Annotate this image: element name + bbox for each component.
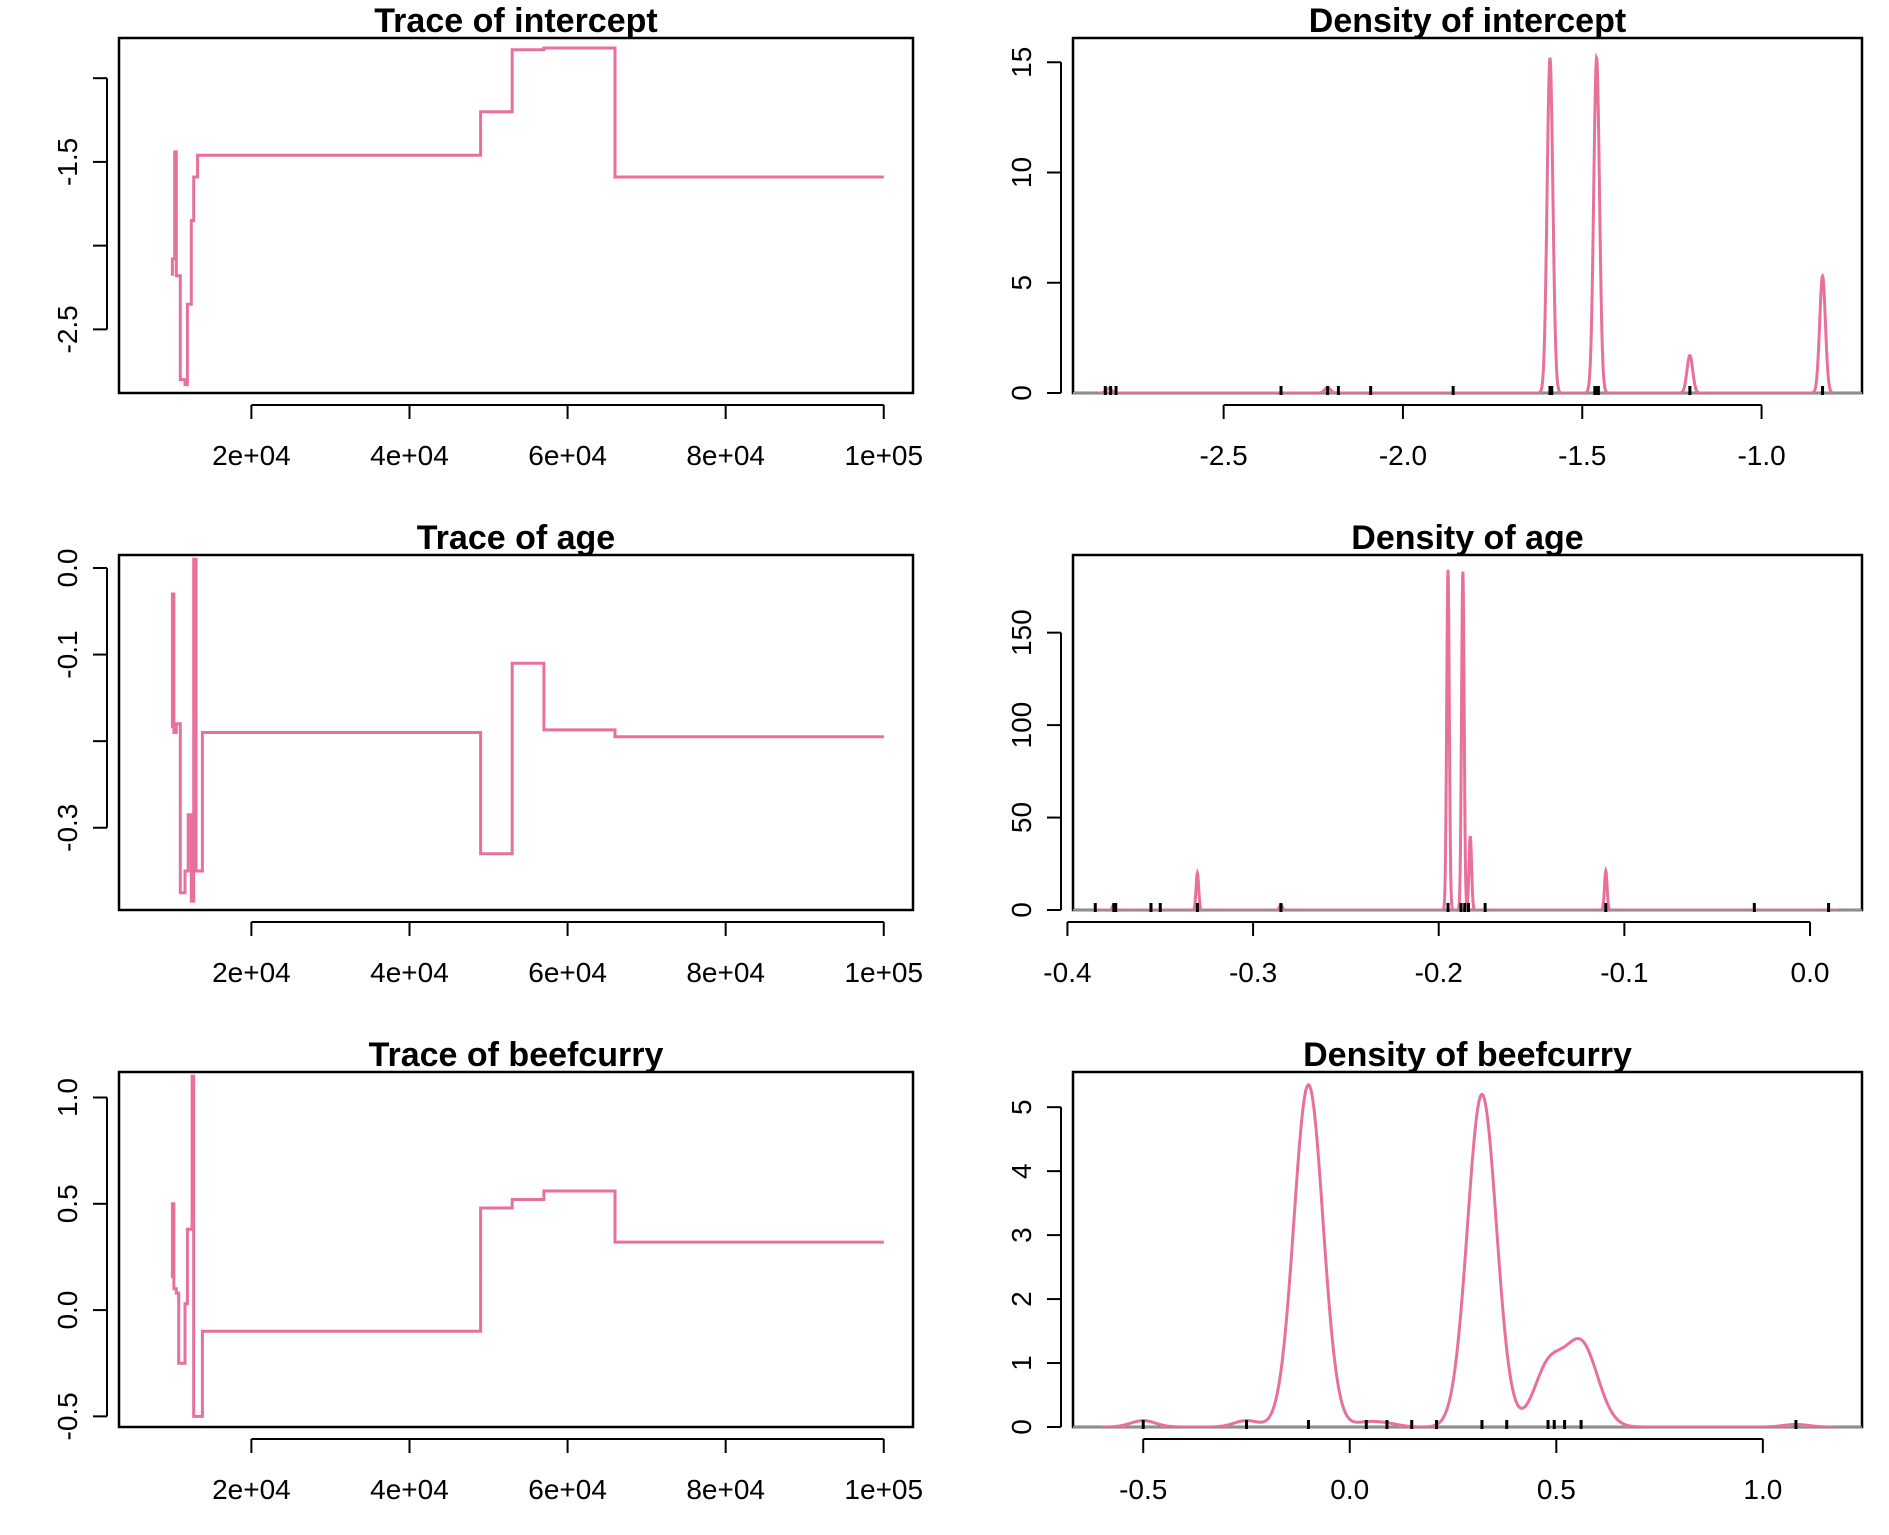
x-tick-label: 1e+05 <box>844 1474 923 1505</box>
chart-title: Trace of age <box>417 519 615 557</box>
x-tick-label: 1e+05 <box>844 440 923 471</box>
y-tick-label: 2 <box>1006 1291 1037 1307</box>
x-tick-label: 6e+04 <box>528 440 607 471</box>
y-tick-label: 3 <box>1006 1227 1037 1243</box>
y-tick-label: 0.0 <box>52 1291 83 1330</box>
y-tick-label: -0.3 <box>52 804 83 852</box>
x-tick-label: 6e+04 <box>528 957 607 988</box>
y-tick-label: -1.5 <box>52 138 83 186</box>
y-tick-label: 4 <box>1006 1163 1037 1179</box>
density-curve <box>1101 1083 1834 1427</box>
density-beefcurry-panel: Density of beefcurry -0.5 0.0 0.5 1.0 0 1 2 3 4 5 <box>1006 1036 1864 1505</box>
chart-title: Trace of beefcurry <box>369 1036 664 1074</box>
x-tick-label: 2e+04 <box>212 957 291 988</box>
x-tick-label: 0.0 <box>1791 957 1830 988</box>
plot-frame <box>1071 553 1864 912</box>
x-tick-label: -0.5 <box>1119 1474 1167 1505</box>
y-tick-label: 1 <box>1006 1355 1037 1371</box>
plot-frame <box>117 1070 915 1429</box>
y-tick-label: -0.5 <box>52 1392 83 1440</box>
x-tick-label: -2.0 <box>1379 440 1427 471</box>
trace-age-panel: Trace of age 2e+04 4e+04 6e+04 8e+04 1e+05 0.0… <box>52 519 923 988</box>
trace-line <box>170 557 884 903</box>
y-tick-label: 150 <box>1006 609 1037 656</box>
x-tick-label: 8e+04 <box>686 957 765 988</box>
y-tick-label: 0 <box>1006 385 1037 401</box>
y-tick-label: 100 <box>1006 702 1037 749</box>
y-tick-label: 1.0 <box>52 1078 83 1117</box>
density-curve <box>1098 52 1834 393</box>
x-tick-label: 6e+04 <box>528 1474 607 1505</box>
x-tick-label: -0.3 <box>1229 957 1277 988</box>
y-tick-label: 0.0 <box>52 549 83 588</box>
trace-line <box>170 1074 884 1418</box>
chart-title: Density of beefcurry <box>1303 1036 1632 1074</box>
density-intercept-panel: Density of intercept -2.5 -2.0 -1.5 -1.0 0 5 10… <box>1006 2 1864 471</box>
y-tick-label: 15 <box>1006 47 1037 78</box>
x-tick-label: 4e+04 <box>370 957 449 988</box>
x-tick-label: 0.0 <box>1330 1474 1369 1505</box>
y-tick-label: 0.5 <box>52 1184 83 1223</box>
x-tick-label: 2e+04 <box>212 440 291 471</box>
y-tick-label: 10 <box>1006 157 1037 188</box>
x-tick-label: 0.5 <box>1537 1474 1576 1505</box>
y-tick-label: -0.1 <box>52 630 83 678</box>
x-tick-label: 1e+05 <box>844 957 923 988</box>
x-tick-label: -2.5 <box>1200 440 1248 471</box>
y-tick-label: 5 <box>1006 1099 1037 1115</box>
x-tick-label: -0.4 <box>1043 957 1091 988</box>
chart-title: Density of age <box>1351 519 1583 557</box>
y-tick-label: 0 <box>1006 902 1037 918</box>
y-tick-label: 50 <box>1006 802 1037 833</box>
trace-line <box>170 46 884 387</box>
x-tick-label: 8e+04 <box>686 1474 765 1505</box>
x-tick-label: -0.2 <box>1415 957 1463 988</box>
trace-intercept-panel: Trace of intercept 2e+04 4e+04 6e+04 8e+04 1e… <box>52 2 923 471</box>
x-tick-label: 4e+04 <box>370 440 449 471</box>
y-tick-label: 0 <box>1006 1419 1037 1435</box>
y-tick-label: 5 <box>1006 275 1037 291</box>
x-tick-label: 1.0 <box>1743 1474 1782 1505</box>
x-tick-label: -0.1 <box>1600 957 1648 988</box>
plot-frame <box>117 553 915 912</box>
chart-title: Trace of intercept <box>374 2 657 40</box>
y-tick-label: -2.5 <box>52 305 83 353</box>
x-tick-label: 2e+04 <box>212 1474 291 1505</box>
plot-frame <box>117 36 915 395</box>
plot-frame <box>1071 36 1864 395</box>
density-age-panel: Density of age -0.4 -0.3 -0.2 -0.1 0.0 0 50 100 1… <box>1006 519 1864 988</box>
x-tick-label: -1.5 <box>1558 440 1606 471</box>
trace-beefcurry-panel: Trace of beefcurry 2e+04 4e+04 6e+04 8e+04 1e… <box>52 1036 923 1505</box>
x-tick-label: 8e+04 <box>686 440 765 471</box>
x-tick-label: -1.0 <box>1737 440 1785 471</box>
x-tick-label: 4e+04 <box>370 1474 449 1505</box>
chart-title: Density of intercept <box>1309 2 1626 40</box>
plot-frame <box>1071 1070 1864 1429</box>
density-curve <box>1095 569 1838 910</box>
